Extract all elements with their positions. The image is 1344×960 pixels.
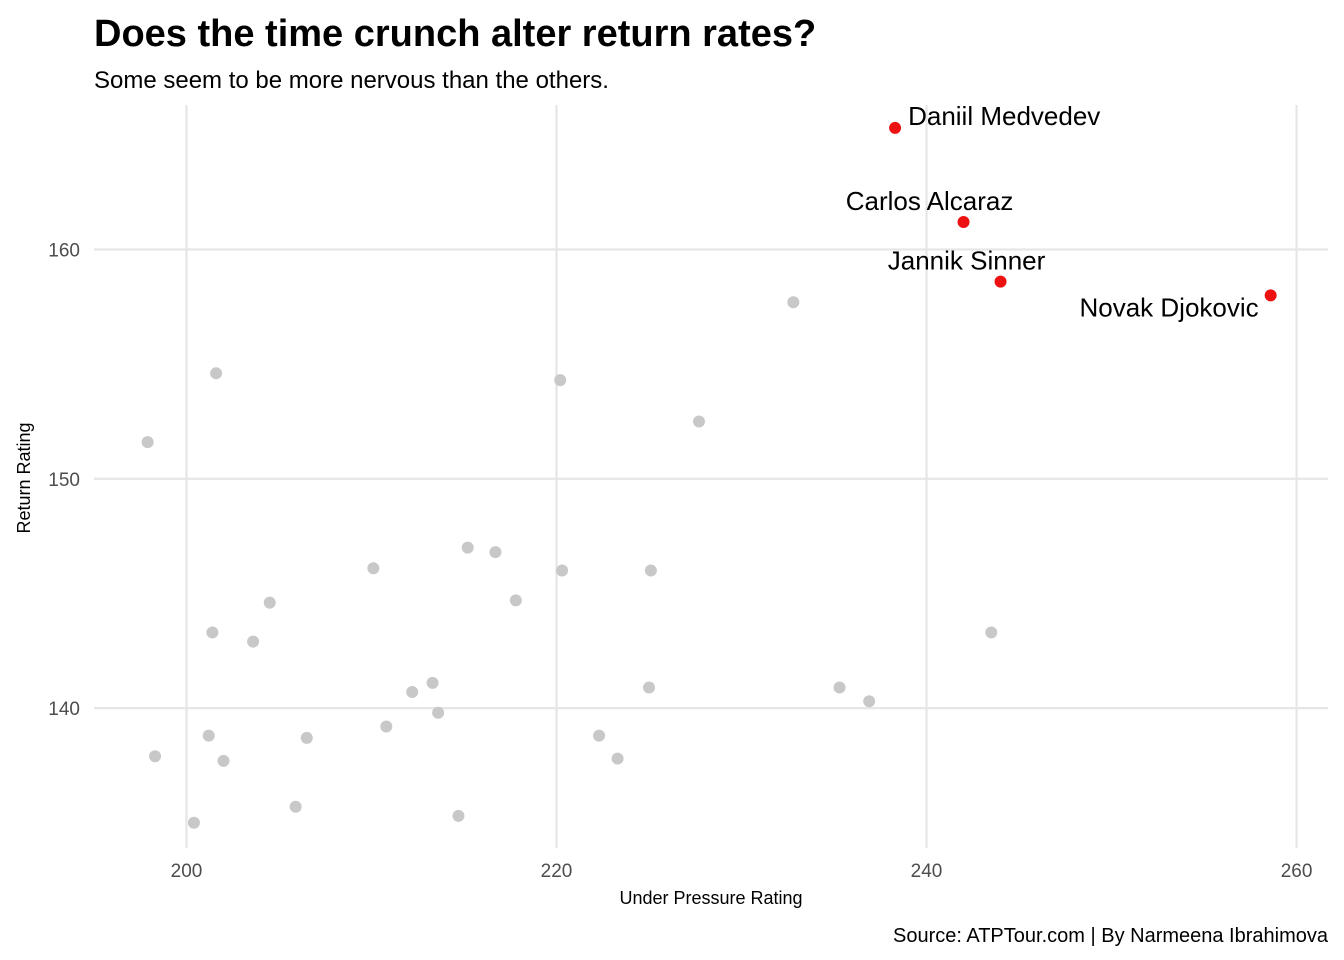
data-point <box>833 681 846 694</box>
chart-subtitle: Some seem to be more nervous than the ot… <box>94 67 609 94</box>
chart-title: Does the time crunch alter return rates? <box>94 13 816 55</box>
data-point <box>187 816 200 829</box>
data-point <box>452 809 465 822</box>
data-point <box>556 564 569 577</box>
data-point <box>202 729 215 742</box>
data-points <box>141 121 1277 829</box>
x-axis-label: Under Pressure Rating <box>619 888 802 908</box>
point-labels: Daniil Medvedev Carlos Alcaraz Jannik Sinn… <box>846 101 1259 322</box>
data-point <box>380 720 393 733</box>
y-tick-label: 150 <box>48 470 80 491</box>
data-point <box>461 541 474 554</box>
point-label: Carlos Alcaraz <box>846 186 1014 216</box>
y-tick-label: 160 <box>48 240 80 261</box>
data-point <box>863 695 876 708</box>
y-axis-label: Return Rating <box>14 422 34 533</box>
data-point <box>217 754 230 767</box>
x-tick-label: 260 <box>1281 861 1313 882</box>
x-tick-label: 240 <box>911 861 943 882</box>
data-point <box>289 800 302 813</box>
data-point <box>644 564 657 577</box>
data-point <box>509 594 522 607</box>
data-point <box>406 686 419 699</box>
tick-labels: 200 220 240 260 140 150 160 <box>48 240 1312 882</box>
data-point <box>593 729 606 742</box>
highlight-point <box>957 215 970 228</box>
data-point <box>300 731 313 744</box>
x-tick-label: 200 <box>171 861 203 882</box>
data-point <box>141 436 154 449</box>
data-point <box>263 596 276 609</box>
highlight-point <box>994 275 1007 288</box>
data-point <box>643 681 656 694</box>
data-point <box>554 374 567 387</box>
data-point <box>432 706 445 719</box>
point-label: Daniil Medvedev <box>908 101 1100 131</box>
x-tick-label: 220 <box>541 861 573 882</box>
chart-caption: Source: ATPTour.com | By Narmeena Ibrahi… <box>893 925 1329 947</box>
highlight-point <box>889 121 902 134</box>
data-point <box>787 296 800 309</box>
y-tick-label: 140 <box>48 699 80 720</box>
highlight-point <box>1264 289 1277 302</box>
data-point <box>985 626 998 639</box>
data-point <box>426 676 439 689</box>
data-point <box>367 562 380 575</box>
data-point <box>210 367 223 380</box>
point-label: Novak Djokovic <box>1079 292 1258 322</box>
data-point <box>247 635 260 648</box>
data-point <box>206 626 219 639</box>
point-label: Jannik Sinner <box>888 246 1046 276</box>
data-point <box>611 752 624 765</box>
data-point <box>149 750 162 763</box>
data-point <box>692 415 705 428</box>
grid-lines <box>94 105 1328 848</box>
data-point <box>489 546 502 559</box>
